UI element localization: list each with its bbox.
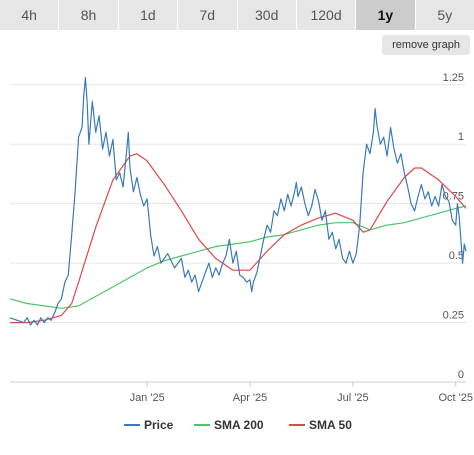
legend-item-sma-200: SMA 200 [214, 418, 264, 432]
tab-1d[interactable]: 1d [118, 0, 179, 30]
y-tick-label: 1 [458, 131, 464, 143]
tab-1y[interactable]: 1y [356, 0, 416, 30]
tab-4h[interactable]: 4h [0, 0, 60, 30]
y-tick-label: 0.25 [443, 310, 464, 322]
tab-8h[interactable]: 8h [59, 0, 119, 30]
timeframe-tabs: 4h 8h 1d 7d 30d 120d 1y 5y [0, 0, 474, 30]
series-line-price [9, 77, 467, 326]
x-tick-label: Apr '25 [233, 392, 268, 404]
y-tick-label: 0.5 [449, 250, 464, 262]
tab-120d[interactable]: 120d [296, 0, 357, 30]
tab-7d[interactable]: 7d [178, 0, 238, 30]
series-line-sma-50 [10, 153, 467, 324]
legend-item-sma-50: SMA 50 [309, 418, 352, 432]
y-tick-label: 1.25 [443, 72, 464, 84]
x-tick-label: Jan '25 [130, 392, 165, 404]
series-line-sma-200 [9, 205, 467, 309]
x-tick-label: Oct '25 [438, 392, 473, 404]
y-tick-label: 0 [458, 369, 464, 381]
x-tick-label: Jul '25 [337, 392, 368, 404]
remove-graph-button[interactable]: remove graph [382, 35, 470, 55]
tab-30d[interactable]: 30d [237, 0, 297, 30]
legend-item-price: Price [144, 418, 174, 432]
tab-5y[interactable]: 5y [415, 0, 474, 30]
